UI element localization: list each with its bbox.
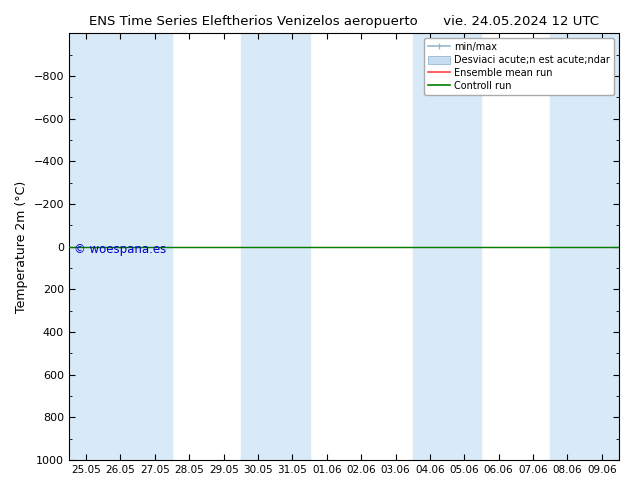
Bar <box>241 33 275 460</box>
Bar <box>550 33 585 460</box>
Title: ENS Time Series Eleftherios Venizelos aeropuerto      vie. 24.05.2024 12 UTC: ENS Time Series Eleftherios Venizelos ae… <box>89 15 599 28</box>
Bar <box>585 33 619 460</box>
Bar <box>413 33 447 460</box>
Y-axis label: Temperature 2m (°C): Temperature 2m (°C) <box>15 181 28 313</box>
Bar <box>69 33 103 460</box>
Text: © woespana.es: © woespana.es <box>74 243 167 256</box>
Legend: min/max, Desviaci acute;n est acute;ndar, Ensemble mean run, Controll run: min/max, Desviaci acute;n est acute;ndar… <box>424 38 614 95</box>
Bar <box>275 33 309 460</box>
Bar <box>103 33 138 460</box>
Bar <box>447 33 481 460</box>
Bar <box>138 33 172 460</box>
